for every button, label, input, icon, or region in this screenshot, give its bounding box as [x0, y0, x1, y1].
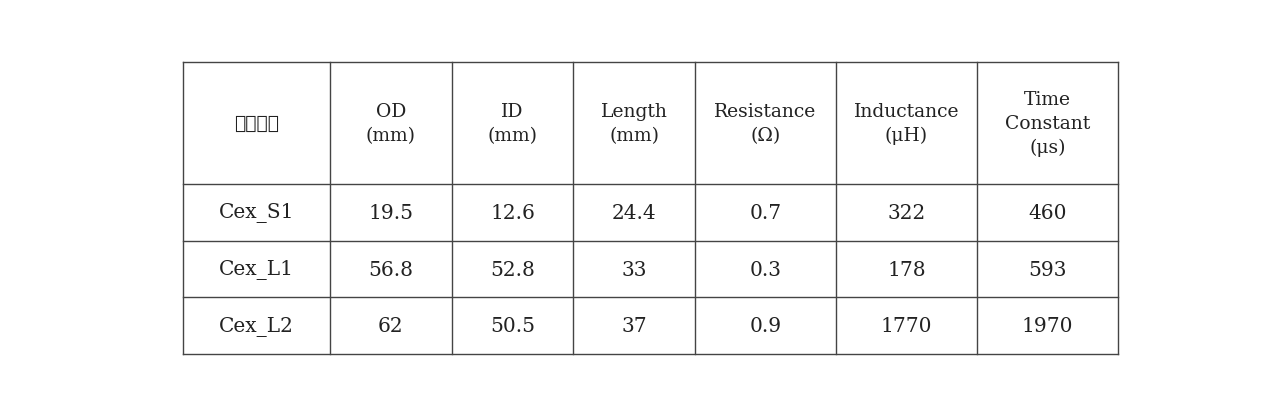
Text: 593: 593 — [1028, 260, 1067, 279]
Text: 0.9: 0.9 — [749, 317, 781, 336]
Text: Length
(mm): Length (mm) — [601, 103, 667, 144]
Text: 0.7: 0.7 — [749, 203, 781, 222]
Text: 0.3: 0.3 — [749, 260, 781, 279]
Text: 178: 178 — [887, 260, 925, 279]
Text: 33: 33 — [622, 260, 647, 279]
Text: Time
Constant
(μs): Time Constant (μs) — [1005, 91, 1090, 156]
Text: 19.5: 19.5 — [368, 203, 414, 222]
Text: 52.8: 52.8 — [490, 260, 536, 279]
Text: 코일번호: 코일번호 — [234, 115, 279, 133]
Text: 24.4: 24.4 — [611, 203, 657, 222]
Text: Cex_L2: Cex_L2 — [219, 316, 294, 336]
Text: ID
(mm): ID (mm) — [487, 103, 538, 144]
Text: 1770: 1770 — [881, 317, 932, 336]
Text: 50.5: 50.5 — [490, 317, 536, 336]
Text: Cex_L1: Cex_L1 — [219, 259, 294, 279]
Text: Resistance
(Ω): Resistance (Ω) — [714, 103, 817, 144]
Text: 322: 322 — [887, 203, 925, 222]
Text: 37: 37 — [622, 317, 647, 336]
Text: 1970: 1970 — [1022, 317, 1074, 336]
Text: 62: 62 — [379, 317, 404, 336]
Text: OD
(mm): OD (mm) — [366, 103, 417, 144]
Text: 12.6: 12.6 — [490, 203, 536, 222]
Text: 460: 460 — [1028, 203, 1067, 222]
Text: 56.8: 56.8 — [368, 260, 414, 279]
Text: Inductance
(μH): Inductance (μH) — [853, 103, 960, 145]
Text: Cex_S1: Cex_S1 — [219, 202, 294, 222]
